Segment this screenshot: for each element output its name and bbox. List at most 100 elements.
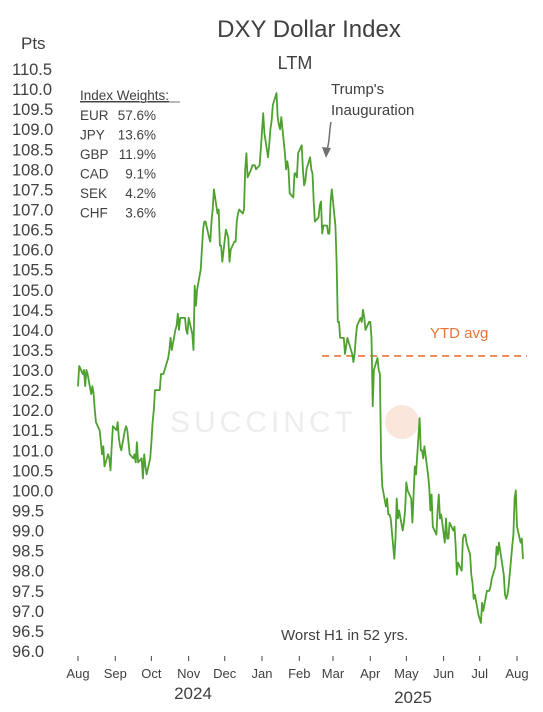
x-axis-ticks: Aug Sep Oct Nov Dec Jan Feb Mar Apr May Jun Jul Aug (66, 656, 529, 681)
data-point (348, 341, 350, 343)
y-tick-label: 106.0 (12, 242, 53, 260)
data-point (495, 546, 498, 548)
data-point (230, 249, 232, 251)
data-point (396, 497, 398, 500)
y-tick-label: 99.5 (12, 503, 44, 521)
data-point (356, 325, 358, 327)
data-point (127, 441, 130, 443)
data-point (209, 240, 211, 243)
data-point (242, 212, 244, 215)
x-tick-label: Aug (505, 666, 528, 681)
data-point (507, 586, 510, 588)
data-point (119, 445, 121, 447)
data-point (268, 144, 270, 146)
data-point (293, 172, 296, 174)
data-point (427, 473, 429, 475)
data-point (461, 570, 463, 572)
data-point (388, 513, 391, 516)
data-point (515, 489, 517, 492)
data-point (414, 465, 416, 467)
data-point (250, 168, 252, 170)
data-point (297, 152, 299, 154)
data-point (428, 485, 430, 488)
x-tick-label: Jun (433, 666, 454, 681)
inauguration-label-line1: Trump's (331, 81, 384, 98)
data-point (415, 473, 417, 475)
data-point (192, 349, 195, 351)
data-point (446, 538, 448, 540)
data-point (497, 554, 499, 556)
data-point (243, 208, 245, 211)
data-point (386, 497, 388, 500)
data-point (82, 373, 84, 375)
x-tick-label: May (394, 666, 419, 681)
data-point (321, 232, 323, 235)
y-tick-label: 96.0 (12, 643, 44, 661)
data-point (177, 313, 179, 315)
data-point (455, 546, 457, 548)
data-point (141, 457, 143, 459)
x-tick-label: Sep (104, 666, 127, 681)
data-point (486, 590, 488, 592)
data-point (457, 562, 459, 564)
index-weight-currency: CHF (80, 206, 108, 221)
y-tick-label: 97.0 (12, 603, 44, 621)
data-point (90, 393, 92, 395)
year-label-2024: 2024 (174, 684, 212, 703)
data-point (157, 389, 160, 391)
data-point (109, 469, 112, 471)
data-point (412, 493, 415, 496)
index-weights-title: Index Weights: (80, 88, 169, 103)
data-point (234, 240, 237, 243)
data-point (453, 525, 456, 528)
y-tick-label: 101.5 (12, 422, 53, 440)
data-point (380, 457, 382, 459)
data-point (403, 521, 405, 524)
y-tick-label: 104.5 (12, 302, 53, 320)
series-points (77, 92, 524, 624)
data-point (372, 405, 374, 407)
data-point (513, 497, 516, 500)
y-tick-label: 105.0 (12, 282, 53, 300)
data-point (423, 445, 425, 447)
data-point (112, 425, 114, 427)
data-point (474, 594, 476, 596)
data-point (170, 337, 172, 339)
data-point (393, 558, 395, 560)
data-point (445, 517, 447, 520)
data-point (245, 152, 247, 154)
y-tick-label: 107.5 (12, 181, 53, 199)
dxy-series-line (77, 92, 524, 624)
data-point (362, 309, 364, 311)
data-point (254, 164, 256, 166)
data-point (361, 321, 363, 323)
data-point (462, 538, 464, 540)
y-tick-label: 103.5 (12, 342, 53, 360)
y-axis-ticks: 110.5 110.0 109.5 109.0 108.5 108.0 107.5 107.0… (12, 61, 53, 661)
data-point (102, 445, 104, 447)
data-point (369, 321, 371, 323)
y-tick-label: 109.5 (12, 101, 53, 119)
data-point (328, 232, 330, 235)
x-tick-label: Mar (322, 666, 345, 681)
data-point (499, 550, 501, 552)
x-tick-label: Jul (471, 666, 488, 681)
data-point (144, 465, 146, 467)
data-point (117, 421, 119, 423)
data-point (402, 529, 404, 532)
data-point (137, 461, 139, 463)
data-point (480, 622, 482, 624)
data-point (326, 224, 328, 227)
index-weight-value: 13.6% (118, 128, 156, 143)
y-tick-label: 97.5 (12, 583, 44, 601)
data-point (376, 357, 379, 359)
data-point (194, 285, 196, 287)
index-weight-currency: SEK (80, 186, 107, 201)
data-point (271, 120, 273, 122)
data-point (334, 224, 336, 227)
data-point (143, 453, 145, 455)
y-tick-label: 110.5 (12, 61, 52, 79)
data-point (469, 554, 471, 556)
data-point (159, 389, 161, 391)
data-point (151, 421, 154, 423)
